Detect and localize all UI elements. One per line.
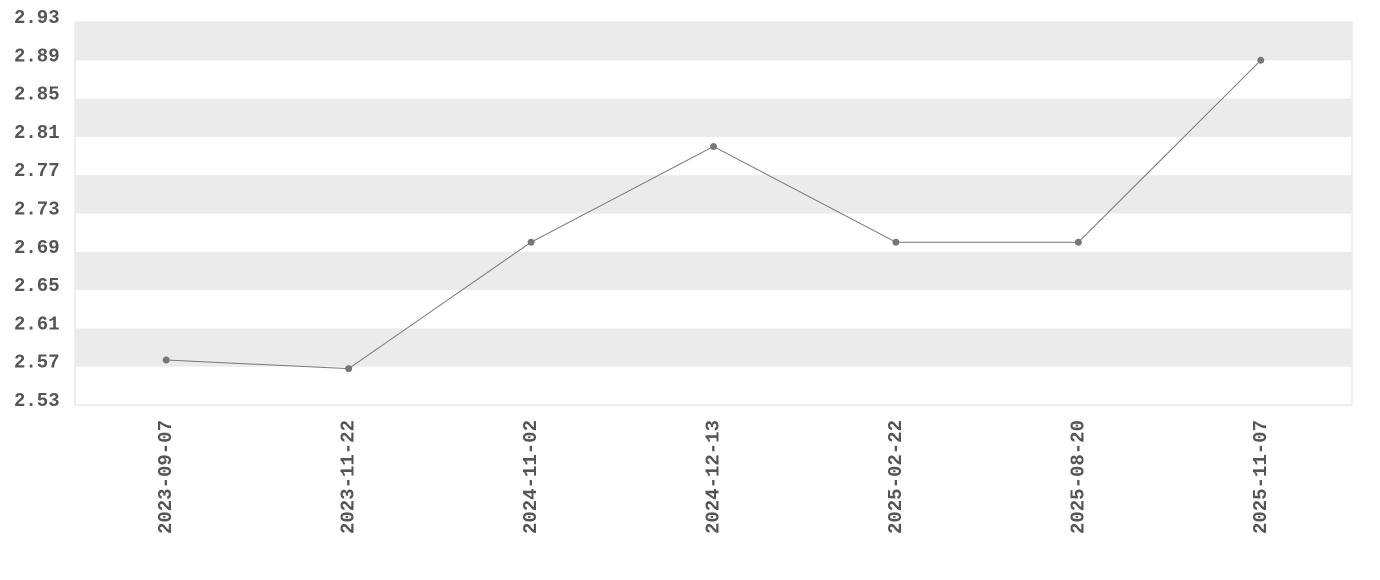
x-tick-label: 2024-12-13 <box>703 420 725 534</box>
y-tick-label: 2.85 <box>14 84 60 106</box>
point <box>710 142 717 150</box>
y-tick-label: 2.69 <box>14 237 60 259</box>
x-tick-label: 2023-09-07 <box>155 420 177 534</box>
y-tick-label: 2.65 <box>14 275 60 297</box>
x-tick-label: 2024-11-02 <box>520 420 542 534</box>
grid-band <box>75 22 1352 61</box>
y-tick-label: 2.57 <box>14 352 60 374</box>
point <box>1257 56 1265 64</box>
y-tick-label: 2.93 <box>14 7 60 29</box>
x-tick-label: 2025-02-22 <box>885 420 907 534</box>
x-tick-label: 2025-08-20 <box>1067 420 1089 534</box>
grid-band <box>75 175 1352 214</box>
grid-band <box>75 328 1352 367</box>
y-tick-label: 2.77 <box>14 160 60 182</box>
x-tick-label: 2023-11-22 <box>338 420 360 534</box>
grid-band <box>75 251 1352 291</box>
x-tick-label: 2025-11-07 <box>1250 420 1272 534</box>
y-tick-label: 2.73 <box>14 199 60 221</box>
y-tick-label: 2.81 <box>14 122 60 144</box>
y-tick-label: 2.89 <box>14 45 60 67</box>
point <box>527 238 535 246</box>
point <box>345 365 353 373</box>
point <box>1074 238 1082 246</box>
y-tick-label: 2.53 <box>14 390 60 412</box>
grid-band <box>75 98 1352 137</box>
point <box>162 356 170 364</box>
y-tick-label: 2.61 <box>14 313 60 335</box>
point <box>892 238 900 246</box>
